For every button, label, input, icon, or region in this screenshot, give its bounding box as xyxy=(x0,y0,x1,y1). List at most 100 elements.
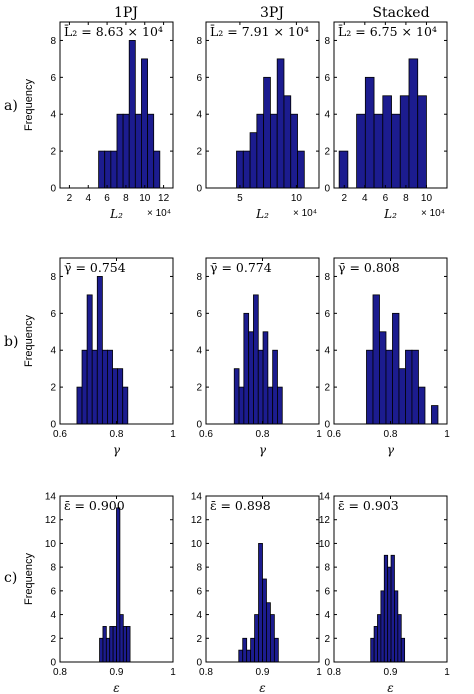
histogram-bar xyxy=(270,113,278,189)
y-tick-label: 8 xyxy=(324,272,330,283)
histogram-bar xyxy=(400,637,406,663)
row-label-c: c) xyxy=(4,570,17,586)
panel-b-1PJ: 0.6 0.8 1 0 2 4 6 8 γ̄ = 0.754 γ Frequency xyxy=(23,257,176,457)
x-tick-label: 0.8 xyxy=(384,429,398,440)
panel-b-Stacked: 0.6 0.8 1 0 2 4 6 8 γ̄ = 0.808 γ xyxy=(324,257,450,457)
histogram-bar xyxy=(380,590,385,663)
histogram-bar xyxy=(109,626,114,663)
histogram-bar xyxy=(258,543,263,663)
x-tick-label: 0.6 xyxy=(327,429,341,440)
y-tick-label: 8 xyxy=(196,563,202,574)
histogram-bar xyxy=(91,349,98,425)
x-tick-label: 0.8 xyxy=(199,667,213,678)
y-tick-label: 0 xyxy=(324,184,330,195)
x-tick-label: 2 xyxy=(67,193,73,204)
y-tick-label: 8 xyxy=(50,272,56,283)
mean-annotation: ε̄ = 0.898 xyxy=(210,498,271,513)
y-tick-label: 4 xyxy=(324,610,330,621)
x-axis-label: γ xyxy=(259,443,267,457)
histogram-bar xyxy=(128,40,136,189)
histogram-bar xyxy=(366,349,374,425)
histogram-bar xyxy=(242,637,248,663)
histogram-bar xyxy=(147,113,155,189)
histogram-bar xyxy=(431,405,439,425)
mean-annotation: γ̄ = 0.754 xyxy=(64,260,126,275)
x-axis-label: L₂ xyxy=(383,207,397,221)
y-tick-label: 4 xyxy=(196,346,202,357)
y-tick-label: 12 xyxy=(319,515,331,526)
row-label-b: b) xyxy=(4,334,18,350)
y-axis-label: Frequency xyxy=(23,79,35,131)
y-axis-label: Frequency xyxy=(23,553,35,605)
histogram-bar xyxy=(392,312,400,425)
histogram-bar xyxy=(266,602,271,663)
histogram-bar xyxy=(238,386,245,425)
y-tick-label: 8 xyxy=(196,36,202,47)
histogram-bar xyxy=(257,349,264,425)
x-tick-label: 1 xyxy=(316,429,322,440)
mean-annotation: ε̄ = 0.900 xyxy=(64,498,125,513)
y-tick-label: 2 xyxy=(50,634,56,645)
y-tick-label: 14 xyxy=(319,492,331,503)
panel-b-3PJ: 0.6 0.8 1 0 2 4 6 8 γ̄ = 0.774 γ xyxy=(196,257,322,457)
x-axis-exponent: × 10⁴ xyxy=(421,208,445,219)
y-tick-label: 6 xyxy=(196,73,202,84)
x-tick-label: 2 xyxy=(341,193,347,204)
mean-annotation: γ̄ = 0.774 xyxy=(210,260,272,275)
histogram-bar xyxy=(267,386,274,425)
histogram-bar xyxy=(243,312,250,425)
x-axis-label: L₂ xyxy=(255,207,269,221)
histogram-bar xyxy=(126,626,131,663)
histogram-bar xyxy=(112,626,117,663)
y-tick-label: 2 xyxy=(324,147,330,158)
histogram-bar xyxy=(390,554,395,663)
y-tick-label: 2 xyxy=(50,383,56,394)
x-tick-label: 0.8 xyxy=(53,667,67,678)
x-tick-label: 12 xyxy=(158,193,170,204)
y-tick-label: 2 xyxy=(50,147,56,158)
histogram-bar xyxy=(411,349,419,425)
x-axis-label: L₂ xyxy=(109,207,123,221)
x-axis-label: ε xyxy=(387,681,393,694)
axes-frame xyxy=(333,21,448,189)
histogram-bar xyxy=(270,614,275,663)
y-tick-label: 8 xyxy=(196,272,202,283)
histogram-bar xyxy=(105,637,111,663)
column-title-3pj: 3PJ xyxy=(260,5,284,21)
y-tick-label: 6 xyxy=(50,586,56,597)
histogram-bar xyxy=(372,294,380,425)
histogram-bar xyxy=(277,386,283,425)
histogram-bar xyxy=(236,150,244,189)
column-title-1pj: 1PJ xyxy=(114,5,138,21)
x-tick-label: 1 xyxy=(444,429,450,440)
x-axis-exponent: × 10⁴ xyxy=(147,208,171,219)
histogram-bar xyxy=(383,554,389,663)
row-label-a: a) xyxy=(4,98,18,114)
x-tick-label: 4 xyxy=(85,193,91,204)
histogram-bar xyxy=(394,590,399,663)
x-tick-label: 0.6 xyxy=(199,429,213,440)
histogram-bar xyxy=(262,331,269,425)
histogram-bar xyxy=(385,349,393,425)
y-tick-label: 4 xyxy=(196,110,202,121)
y-tick-label: 2 xyxy=(324,383,330,394)
column-title-stacked: Stacked xyxy=(372,5,429,21)
histogram-bar xyxy=(377,614,382,663)
y-tick-label: 10 xyxy=(45,539,57,550)
histogram-bar xyxy=(364,76,375,189)
axes-frame xyxy=(59,21,174,189)
panel-a-3PJ: 5 10 0 2 4 6 8 L̄₂ = 7.91 × 10⁴ L₂ × 10⁴ xyxy=(196,21,320,221)
x-tick-label: 0.9 xyxy=(384,667,398,678)
mean-annotation: L̄₂ = 7.91 × 10⁴ xyxy=(210,24,309,39)
x-tick-label: 1 xyxy=(170,667,176,678)
histogram-bar xyxy=(373,113,384,189)
histogram-bar xyxy=(283,95,292,189)
histogram-bar xyxy=(356,113,366,189)
x-tick-label: 0.8 xyxy=(327,667,341,678)
histogram-bar xyxy=(263,76,271,189)
histogram-bar xyxy=(382,95,392,189)
histogram-bar xyxy=(86,294,93,425)
